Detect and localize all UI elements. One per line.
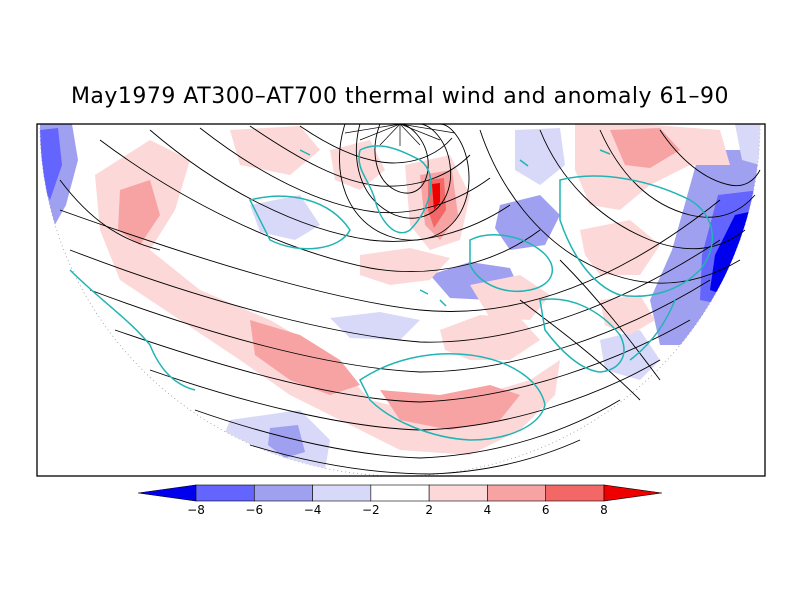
streamline [355,124,452,219]
map-title: May1979 AT300–AT700 thermal wind and ano… [70,84,730,109]
colorbar-tick-label: 4 [484,503,492,517]
streamline [299,125,453,164]
colorbar-tick-label: 6 [542,503,550,517]
colorbar-arrow-high [603,484,663,502]
anomaly-blue-west-core [40,128,62,200]
colorbar-segment [195,484,255,502]
plot-frame [36,123,766,477]
streamline [249,125,471,187]
anomaly-red-asia-east [600,295,655,335]
anomaly-blue-pacific-core [268,425,305,458]
streamline [519,299,641,401]
colorbar-arrow-low [137,484,197,502]
streamline [374,124,429,194]
streamline [99,139,541,272]
map-plot-area [39,124,761,476]
anomaly-shading [40,124,760,470]
anomaly-red-north [230,126,320,175]
streamline [479,129,741,284]
anomaly-blue-arctic [515,128,565,185]
thermal-wind-streamlines [59,124,761,475]
anomaly-red-asia-mid [580,220,660,275]
streamline [559,259,661,381]
colorbar-tick-label: −6 [245,503,263,517]
coastline-asia [559,175,714,297]
anomaly-red-atlantic [360,248,450,285]
colorbar-segment [487,484,547,502]
colorbar: −8 −6 −4 −2 2 4 6 8 [137,484,663,517]
streamline [659,129,761,187]
coastline-greenland [358,145,432,234]
coastline-europe [469,234,554,292]
coastlines [69,145,714,441]
anomaly-blue-siberia [250,195,320,240]
coastline-arctic [248,195,351,250]
colorbar-tick-label: 2 [425,503,433,517]
streamline [199,127,491,214]
anomaly-red-north-america [440,315,540,360]
streamline [194,399,621,459]
streamline [69,239,721,343]
streamline [539,129,746,250]
streamline [59,199,721,312]
anomaly-blue-east-top [735,124,760,165]
colorbar-tick-label: 8 [600,503,608,517]
anomaly-red-americas [380,385,520,430]
coastline-north-america [359,352,546,441]
coastline-africa [539,298,625,373]
anomaly-red-asia-core [610,128,680,168]
streamline [114,319,691,403]
coastline-islands [299,149,611,307]
anomaly-red-asia-north [575,124,730,210]
pole-streamline-cluster [344,124,456,146]
colorbar-segment [312,484,372,502]
colorbar-segment [253,484,313,502]
streamline [339,124,470,241]
coastline-east-asia [629,299,676,361]
streamline [599,129,756,218]
colorbar-tick-label: −8 [187,503,205,517]
streamline [59,179,161,251]
colorbar-segment [428,484,488,502]
streamline [89,279,711,373]
anomaly-red-west [118,180,160,245]
streamline [249,439,581,475]
anomaly-red-greenland-peak [432,183,440,210]
coastline-west [69,269,196,391]
colorbar-tick-label: −2 [362,503,380,517]
colorbar-segment [370,484,430,502]
colorbar-tick-label: −4 [304,503,322,517]
streamline [149,129,511,242]
colorbar-segment [545,484,605,502]
anomaly-red-pacific-mid [250,320,360,395]
